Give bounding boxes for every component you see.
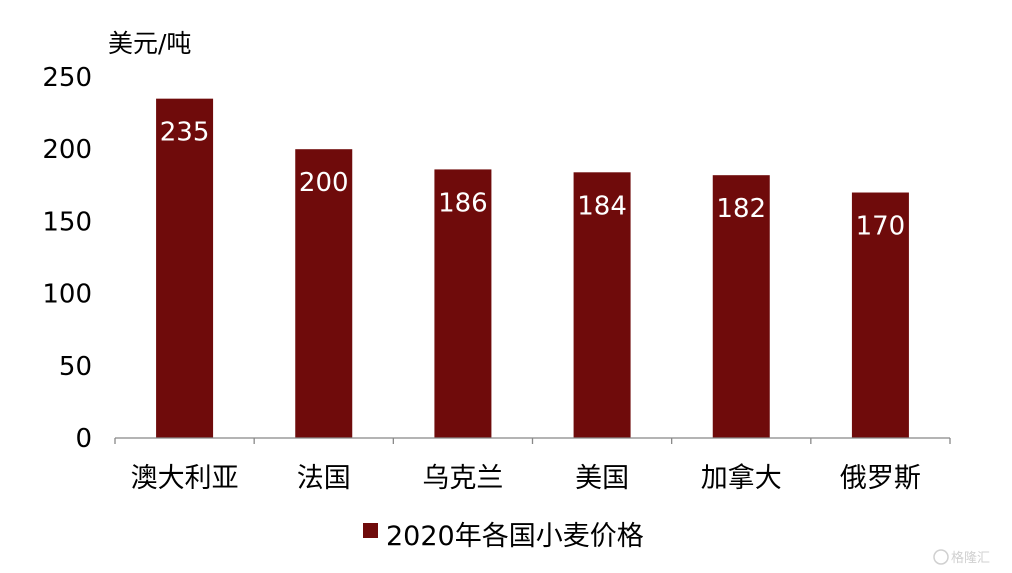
watermark-text: 格隆汇 — [951, 550, 990, 566]
data-label: 182 — [716, 194, 766, 224]
legend: 2020年各国小麦价格 — [363, 521, 644, 552]
bar — [573, 172, 631, 438]
category-label: 澳大利亚 — [131, 463, 239, 494]
y-tick-label: 150 — [42, 207, 92, 237]
y-tick-label: 200 — [42, 135, 92, 165]
y-tick-label: 50 — [59, 352, 92, 382]
category-labels: 澳大利亚 法国 乌克兰 美国 加拿大 俄罗斯 — [131, 463, 921, 494]
category-label: 俄罗斯 — [840, 463, 921, 494]
data-label: 200 — [299, 168, 349, 198]
category-label: 加拿大 — [701, 463, 782, 494]
x-axis — [114, 437, 951, 444]
legend-label: 2020年各国小麦价格 — [386, 521, 644, 552]
bars — [156, 98, 909, 438]
data-label: 186 — [438, 188, 488, 218]
bar — [712, 175, 770, 438]
bar — [851, 192, 909, 438]
bar — [434, 169, 492, 438]
y-tick-label: 100 — [42, 280, 92, 310]
category-label: 法国 — [297, 463, 351, 494]
category-label: 美国 — [575, 463, 629, 494]
bar — [295, 149, 353, 438]
y-tick-label: 0 — [75, 424, 92, 454]
y-axis-unit-label: 美元/吨 — [108, 29, 191, 58]
bar — [156, 98, 214, 438]
data-labels: 235 200 186 184 182 170 — [160, 118, 905, 242]
y-axis-ticks: 0 50 100 150 200 250 — [42, 63, 92, 454]
data-label: 184 — [577, 191, 627, 221]
legend-swatch — [363, 523, 378, 538]
data-label: 170 — [856, 212, 906, 242]
gelonghui-logo-icon — [933, 549, 949, 565]
y-tick-label: 250 — [42, 63, 92, 93]
watermark: 格隆汇 — [933, 549, 990, 566]
data-label: 235 — [160, 118, 210, 148]
category-label: 乌克兰 — [422, 463, 503, 494]
